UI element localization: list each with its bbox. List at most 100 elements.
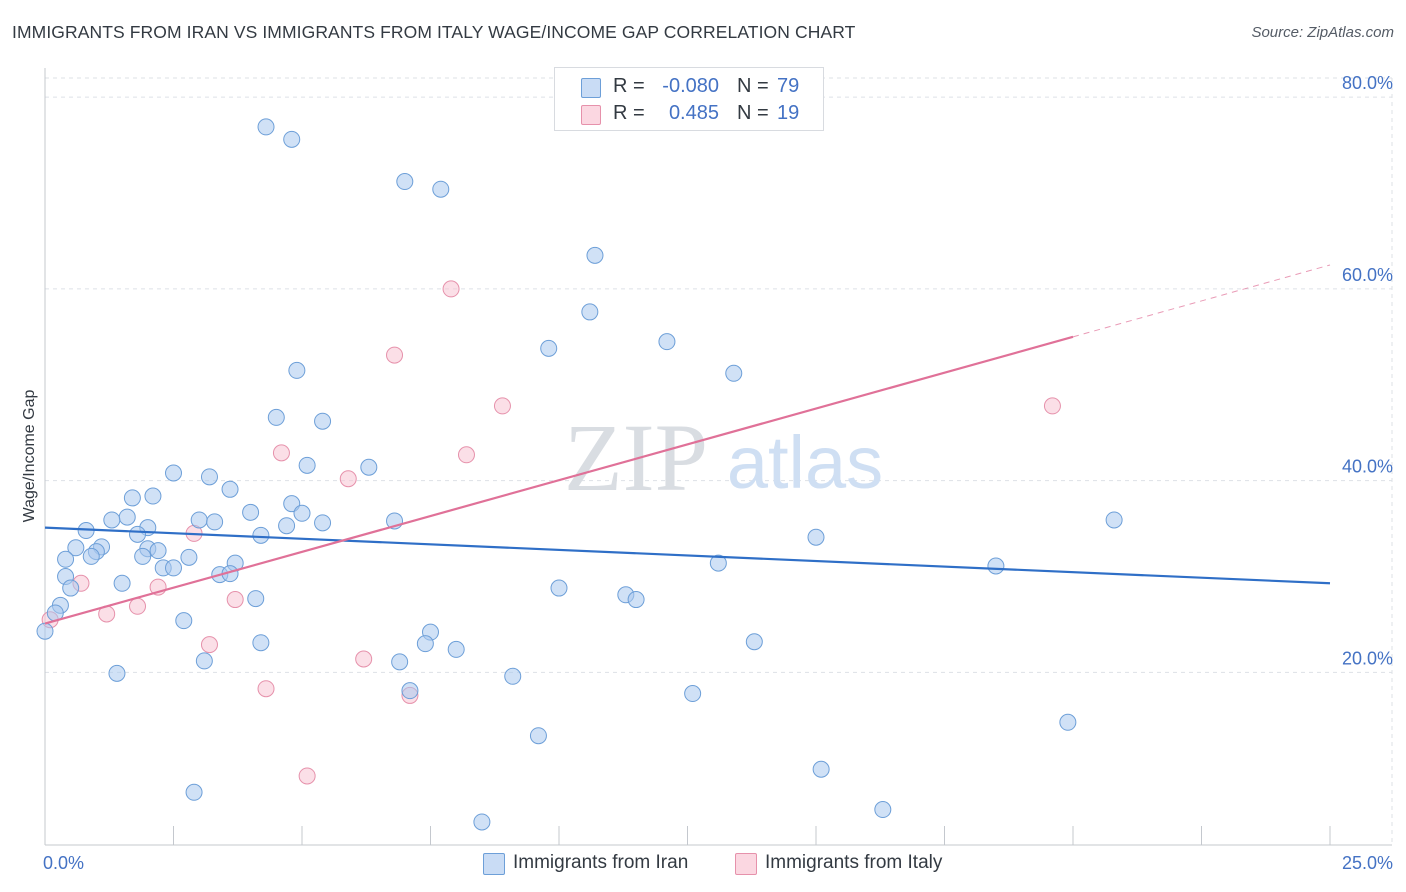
iran-point xyxy=(504,667,522,685)
iran-point xyxy=(1105,511,1123,529)
iran-point xyxy=(36,622,54,640)
iran-point xyxy=(149,542,167,560)
y-tick-label: 60.0% xyxy=(1342,265,1393,285)
iran-point xyxy=(416,635,434,653)
watermark-atlas: atlas xyxy=(727,421,883,504)
iran-point xyxy=(82,547,100,565)
iran-point xyxy=(103,511,121,529)
italy-point xyxy=(200,636,218,654)
italy-point xyxy=(257,680,275,698)
iran-point xyxy=(113,574,131,592)
axes xyxy=(44,68,1392,846)
iran-point xyxy=(165,464,182,482)
iran-point xyxy=(529,727,547,745)
iran-point xyxy=(314,412,332,430)
iran-point xyxy=(67,539,85,557)
iran-point xyxy=(180,548,198,566)
iran-point xyxy=(221,480,239,498)
legend-swatch-italy xyxy=(581,105,601,125)
italy-point xyxy=(272,444,290,462)
legend-label-italy: Immigrants from Italy xyxy=(765,852,943,873)
iran-point xyxy=(1059,713,1077,731)
iran-point xyxy=(391,653,409,671)
correlation-legend: R = -0.080 N = 79 R = 0.485 N = 19 xyxy=(554,67,824,131)
legend-n-value: 19 xyxy=(777,102,800,124)
italy-point xyxy=(493,397,511,415)
iran-point xyxy=(627,591,645,609)
iran-point xyxy=(247,590,265,608)
iran-point xyxy=(314,514,332,532)
iran-point xyxy=(118,508,136,526)
iran-point xyxy=(288,361,306,379)
trend-lines xyxy=(44,264,1331,625)
y-tick-label: 40.0% xyxy=(1342,457,1393,477)
iran-point xyxy=(57,550,75,568)
italy-point xyxy=(129,597,147,615)
iran-point xyxy=(473,813,491,831)
iran-point xyxy=(278,517,296,535)
iran-point xyxy=(401,682,419,700)
trend-line-italy-extension xyxy=(1072,264,1331,338)
iran-point xyxy=(123,489,141,507)
italy-point xyxy=(226,591,244,609)
iran-point xyxy=(129,525,147,543)
legend-row-italy: R = 0.485 N = 19 xyxy=(555,101,823,127)
iran-point xyxy=(447,640,465,658)
legend-r-value: -0.080 xyxy=(662,75,719,97)
legend-swatch-iran xyxy=(483,853,505,875)
iran-point xyxy=(725,364,743,382)
legend-swatch-iran xyxy=(581,78,601,98)
legend-label-iran: Immigrants from Iran xyxy=(513,852,689,873)
iran-point xyxy=(165,559,182,577)
iran-point xyxy=(283,130,301,148)
source-credit: Source: ZipAtlas.com xyxy=(1251,24,1394,41)
iran-point xyxy=(185,783,203,801)
legend-n-value: 79 xyxy=(777,75,800,97)
iran-point xyxy=(745,633,763,651)
iran-point xyxy=(812,760,830,778)
y-axis-label: Wage/Income Gap xyxy=(21,390,38,523)
iran-point xyxy=(293,504,311,522)
iran-point xyxy=(586,246,604,264)
iran-point xyxy=(581,303,599,321)
legend-n-label: N = xyxy=(737,102,769,124)
italy-point xyxy=(1043,397,1061,415)
watermark: ZIP atlas xyxy=(564,404,883,511)
iran-point xyxy=(396,173,414,191)
watermark-zip: ZIP xyxy=(564,404,708,511)
trend-line-iran xyxy=(44,526,1331,585)
iran-point xyxy=(257,118,275,136)
legend-swatch-italy xyxy=(735,853,757,875)
iran-point xyxy=(360,458,378,476)
chart-title: IMMIGRANTS FROM IRAN VS IMMIGRANTS FROM … xyxy=(12,22,856,42)
iran-point xyxy=(540,339,558,357)
iran-point xyxy=(684,685,702,703)
italy-point xyxy=(457,446,475,464)
iran-points xyxy=(36,118,1123,831)
iran-point xyxy=(242,503,260,521)
iran-point xyxy=(267,408,285,426)
italy-point xyxy=(442,280,460,298)
y-tick-label: 80.0% xyxy=(1342,73,1393,93)
iran-point xyxy=(200,468,218,486)
tick-labels: 20.0% 40.0% 60.0% 80.0% 0.0% 25.0% xyxy=(43,73,1393,873)
iran-point xyxy=(252,526,270,544)
iran-point xyxy=(134,547,152,565)
iran-point xyxy=(987,557,1005,575)
grid-lines xyxy=(45,77,1393,845)
iran-point xyxy=(144,487,162,505)
iran-point xyxy=(874,801,892,819)
iran-point xyxy=(550,579,568,597)
series-legend: Immigrants from Iran Immigrants from Ita… xyxy=(0,851,1406,877)
italy-point xyxy=(386,346,404,364)
legend-r-label: R = xyxy=(613,102,645,124)
legend-r-label: R = xyxy=(613,75,645,97)
legend-n-label: N = xyxy=(737,75,769,97)
legend-r-value: 0.485 xyxy=(668,102,719,124)
iran-point xyxy=(195,652,213,670)
x-tick-label: 0.0% xyxy=(43,853,84,873)
legend-row-iran: R = -0.080 N = 79 xyxy=(555,74,823,100)
x-tick-label: 25.0% xyxy=(1342,853,1393,873)
iran-point xyxy=(252,634,270,652)
